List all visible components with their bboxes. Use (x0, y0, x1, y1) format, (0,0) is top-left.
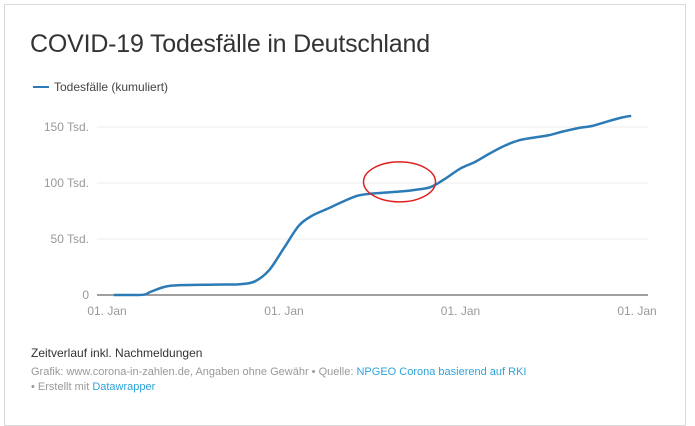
y-tick-label: 100 Tsd. (44, 176, 89, 190)
legend: Todesfälle (kumuliert) (33, 80, 168, 94)
chart-notes: Zeitverlauf inkl. Nachmeldungen (31, 346, 203, 360)
annotation-ellipse (362, 161, 437, 203)
footer-credit: Grafik: www.corona-in-zahlen.de, Angaben… (31, 366, 357, 378)
x-tick-label: 01. Jan (441, 304, 480, 318)
series-line-todesfaelle (113, 114, 632, 297)
x-tick-label: 01. Jan (264, 304, 303, 318)
source-link[interactable]: NPGEO Corona basierend auf RKI (356, 366, 527, 378)
chart-card (4, 4, 686, 426)
line-chart: 0 50 Tsd. 100 Tsd. 150 Tsd. 01. Jan 01. Jan 01… (44, 114, 657, 318)
x-tick-label: 01. Jan (87, 304, 126, 318)
legend-swatch (33, 86, 49, 88)
y-tick-label: 150 Tsd. (44, 120, 89, 134)
chart-title: COVID-19 Todesfälle in Deutschland (30, 30, 430, 58)
y-tick-label: 0 (82, 288, 89, 302)
legend-label: Todesfälle (kumuliert) (54, 80, 169, 94)
chart-footer: Grafik: www.corona-in-zahlen.de, Angaben… (31, 365, 681, 395)
x-tick-label: 01. Jan (617, 304, 656, 318)
footer-credit-2: • Erstellt mit (31, 381, 93, 393)
datawrapper-link[interactable]: Datawrapper (92, 381, 156, 393)
y-tick-label: 50 Tsd. (51, 232, 89, 246)
